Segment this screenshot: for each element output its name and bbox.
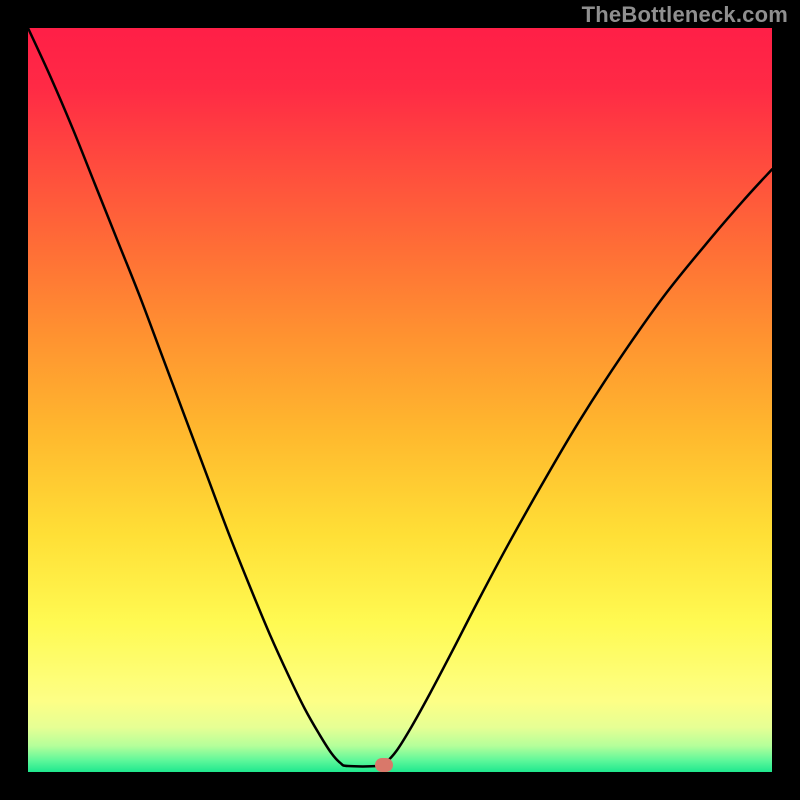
chart-container: TheBottleneck.com [0,0,800,800]
curve-path [28,28,772,766]
optimal-point-marker [375,758,393,772]
watermark-label: TheBottleneck.com [582,2,788,28]
bottleneck-curve [28,28,772,772]
plot-area [28,28,772,772]
